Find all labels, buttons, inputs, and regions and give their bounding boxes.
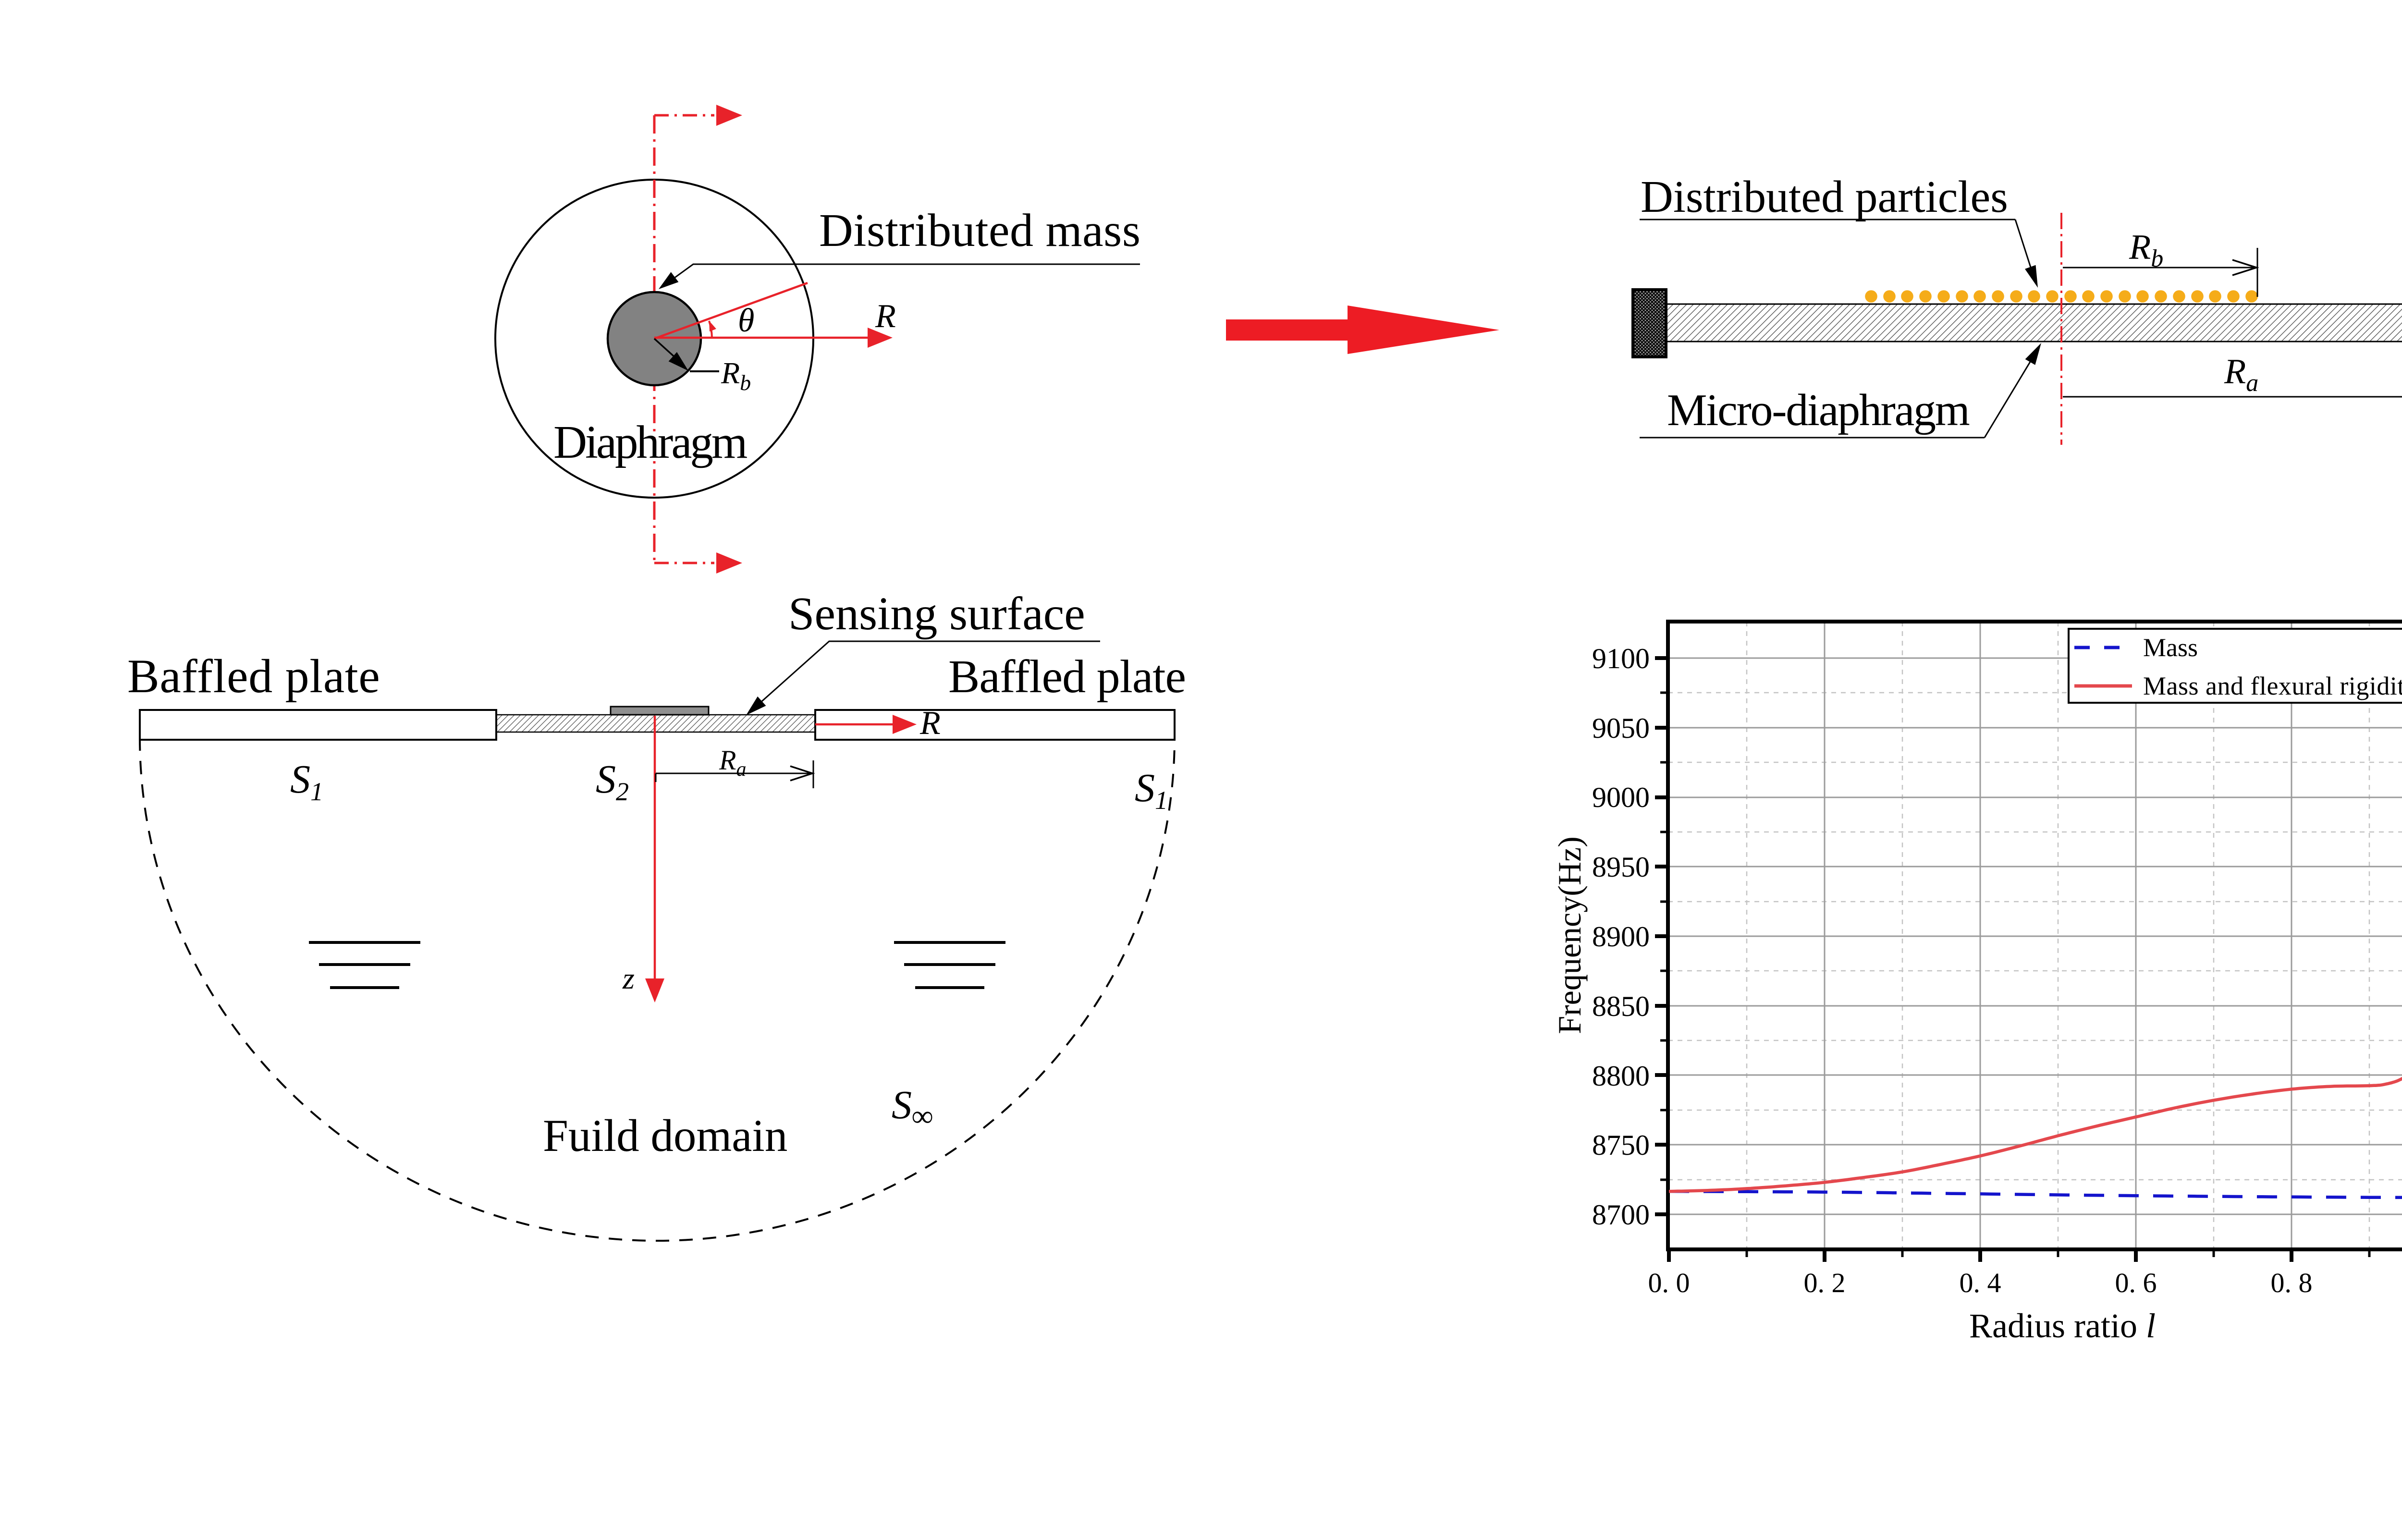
svg-text:Distributed particles: Distributed particles — [1641, 172, 2008, 222]
svg-text:Mass: Mass — [2143, 633, 2198, 662]
svg-text:R: R — [875, 298, 896, 335]
svg-text:z: z — [622, 961, 635, 995]
svg-text:0. 8: 0. 8 — [2271, 1267, 2313, 1298]
svg-text:8850: 8850 — [1592, 990, 1650, 1022]
svg-text:9100: 9100 — [1592, 643, 1650, 674]
svg-text:Diaphragm: Diaphragm — [553, 416, 747, 468]
svg-text:Radius ratio l: Radius ratio l — [1969, 1307, 2156, 1345]
svg-text:8800: 8800 — [1592, 1060, 1650, 1092]
svg-text:0. 6: 0. 6 — [2115, 1267, 2157, 1298]
svg-text:8700: 8700 — [1592, 1199, 1650, 1231]
svg-text:Baffled plate: Baffled plate — [948, 651, 1186, 703]
svg-text:Frequency(Hz): Frequency(Hz) — [1551, 836, 1588, 1034]
svg-text:Micro-diaphragm: Micro-diaphragm — [1667, 385, 1970, 435]
svg-text:Fuild domain: Fuild domain — [543, 1110, 787, 1161]
svg-text:0. 4: 0. 4 — [1960, 1267, 2001, 1298]
svg-text:0. 2: 0. 2 — [1804, 1267, 1846, 1298]
svg-text:8750: 8750 — [1592, 1129, 1650, 1161]
svg-text:Sensing surface: Sensing surface — [788, 588, 1085, 640]
svg-text:θ: θ — [738, 302, 754, 339]
svg-text:8950: 8950 — [1592, 851, 1650, 883]
svg-text:Rb: Rb — [721, 356, 751, 395]
svg-text:Baffled plate: Baffled plate — [127, 649, 380, 703]
svg-text:8900: 8900 — [1592, 921, 1650, 953]
svg-text:9000: 9000 — [1592, 782, 1650, 813]
svg-text:R: R — [919, 705, 941, 742]
svg-text:0. 0: 0. 0 — [1648, 1267, 1690, 1298]
svg-text:Ra: Ra — [2224, 352, 2258, 397]
svg-text:Distributed mass: Distributed mass — [819, 205, 1140, 257]
svg-text:9050: 9050 — [1592, 712, 1650, 744]
svg-text:Mass and flexural rigidity: Mass and flexural rigidity — [2143, 672, 2402, 700]
